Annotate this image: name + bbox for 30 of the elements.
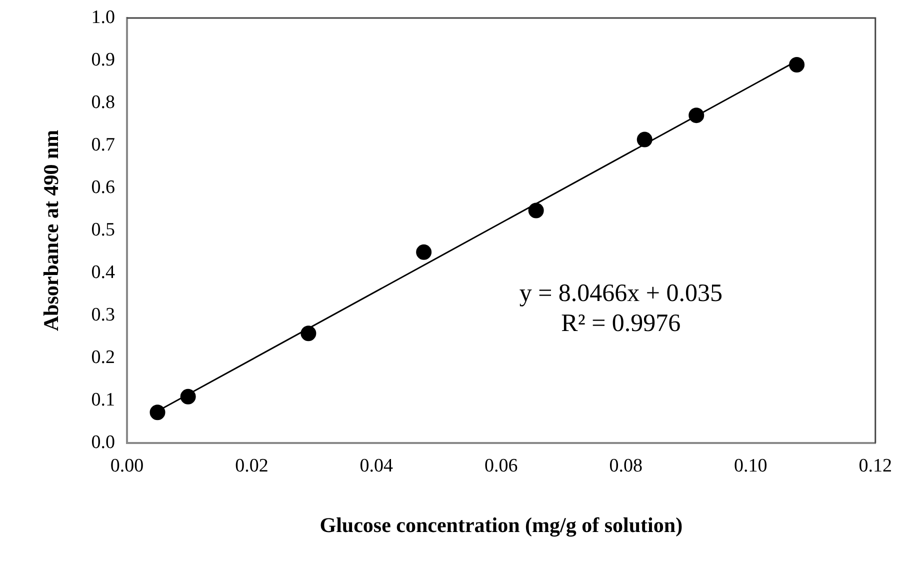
x-tick-label: 0.06: [484, 455, 518, 476]
x-tick-label: 0.08: [609, 455, 643, 476]
y-tick-label: 0.4: [91, 262, 116, 283]
x-tick-label: 0.10: [734, 455, 768, 476]
x-tick-label: 0.12: [858, 455, 892, 476]
point: [528, 202, 544, 218]
y-tick-label: 0.8: [91, 92, 115, 113]
point: [150, 404, 166, 420]
y-tick-label: 0.3: [91, 304, 115, 326]
x-axis-title: Glucose concentration (mg/g of solution): [320, 512, 683, 537]
y-tick-label: 0.6: [91, 176, 115, 198]
point: [300, 326, 316, 342]
x-tick-label: 0.00: [110, 455, 144, 476]
y-tick-label: 0.5: [91, 219, 115, 240]
x-tick-label: 0.04: [360, 455, 394, 476]
point: [416, 244, 432, 260]
x-tick-label: 0.02: [235, 455, 268, 476]
y-tick-label: 1.0: [91, 6, 115, 28]
y-tick-label: 0.9: [91, 49, 115, 70]
point: [789, 57, 805, 72]
y-tick-label: 0.7: [91, 134, 115, 156]
y-axis-title: Absorbance at 490 nm: [39, 129, 64, 332]
y-tick-label: 0.2: [91, 346, 115, 368]
point: [688, 108, 704, 124]
point: [180, 388, 196, 404]
y-tick-label: 0.0: [91, 432, 115, 453]
annotation: R² = 0.9976: [561, 310, 681, 337]
annotation: y = 8.0466x + 0.035: [519, 280, 723, 307]
y-tick-label: 0.1: [91, 389, 115, 410]
point: [636, 132, 652, 148]
